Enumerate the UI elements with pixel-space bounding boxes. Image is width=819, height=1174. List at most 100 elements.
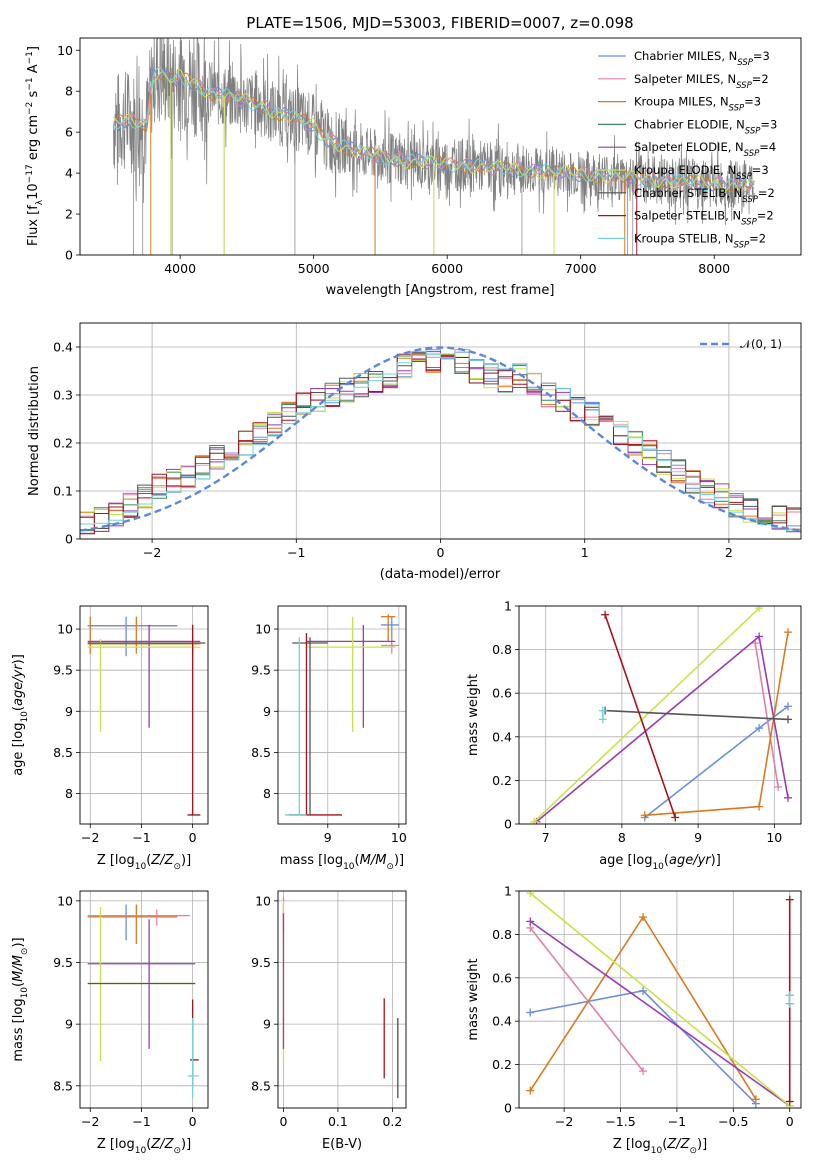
label-part: ⊙	[173, 862, 181, 872]
legend-text: Kroupa MILES, N	[634, 95, 729, 109]
x-tick-label: 7	[542, 830, 550, 845]
y-tick-label: 0	[504, 1101, 512, 1116]
y-tick-label: 9	[65, 1017, 73, 1032]
y-tick-label: 0.2	[53, 436, 73, 451]
y-tick-label: 8	[65, 84, 73, 99]
y-tick-label: 0	[65, 532, 73, 547]
x-tick-label: 0.1	[328, 1114, 348, 1129]
y-tick-label: 10	[255, 893, 271, 908]
y-tick-label: 9	[65, 704, 73, 719]
legend-subscript: SSP	[741, 218, 757, 228]
label-part: Flux [f	[26, 205, 41, 246]
legend-entry: Kroupa ELODIE, NSSP=3	[634, 163, 769, 182]
label-part: M/M	[11, 955, 26, 982]
axes-frame	[518, 890, 802, 1109]
legend-suffix: =3	[752, 163, 769, 177]
x-axis-label: Z [log10(Z/Z⊙)]	[613, 1137, 707, 1156]
x-tick-label: −2	[143, 545, 161, 560]
legend-text: Salpeter STELIB, N	[634, 209, 741, 223]
y-tick-label: 9	[263, 1017, 271, 1032]
legend-subscript: SSP	[744, 149, 760, 159]
legend-entry: Chabrier MILES, NSSP=3	[634, 49, 770, 68]
legend-subscript: SSP	[729, 104, 745, 114]
x-tick-label: 10	[766, 830, 782, 845]
y-tick-label: 8	[263, 786, 271, 801]
x-tick-label: 8	[618, 830, 626, 845]
y-tick-label: 10	[57, 893, 73, 908]
x-tick-label: 4000	[164, 261, 196, 276]
y-tick-label: 6	[65, 125, 73, 140]
histogram-kroupa_stelib	[80, 350, 801, 532]
x-tick-label: −2	[555, 1114, 573, 1129]
legend-suffix: =2	[752, 72, 769, 86]
y-axis-label: mass weight	[466, 674, 481, 756]
label-part: age/yr	[669, 853, 712, 868]
y-tick-label: 0.4	[492, 729, 512, 744]
plot-area	[285, 614, 399, 816]
legend-entry-gaussian: 𝒩(0, 1)	[740, 337, 782, 351]
y-tick-label: 8.5	[53, 1078, 73, 1093]
legend-entry: Salpeter STELIB, NSSP=2	[634, 209, 774, 228]
y-tick-label: 0	[65, 248, 73, 263]
figure-title: PLATE=1506, MJD=53003, FIBERID=0007, z=0…	[246, 14, 633, 32]
axes-frame	[79, 890, 209, 1109]
label-part: (data-model)/error	[380, 567, 501, 582]
axes-frame	[277, 890, 407, 1109]
label-part: )]	[711, 853, 721, 868]
axes-frame	[79, 322, 802, 540]
legend-entry: Salpeter MILES, NSSP=2	[634, 72, 769, 91]
weight-line-salpeter_miles	[754, 642, 779, 788]
label-part: (	[355, 853, 360, 868]
label-part: 10	[26, 183, 41, 200]
x-tick-label: 8000	[698, 261, 730, 276]
x-tick-label: 9	[694, 830, 702, 845]
x-tick-label: −1	[132, 1114, 150, 1129]
axes-frame	[277, 605, 407, 825]
legend-suffix: =3	[753, 49, 770, 63]
x-tick-label: 0.2	[382, 1114, 402, 1129]
x-tick-label: 0	[279, 1114, 287, 1129]
x-tick-label: −1	[668, 1114, 686, 1129]
y-tick-label: 0.3	[53, 388, 73, 403]
weight-line-kroupa_elodie	[529, 892, 791, 1107]
label-part: Normed distribution	[27, 366, 42, 496]
label-part: Z [log	[97, 853, 135, 868]
y-tick-label: 0.1	[53, 484, 73, 499]
legend-suffix: =3	[744, 95, 761, 109]
label-part: (	[11, 982, 26, 987]
weight-line-salpeter_miles	[529, 927, 644, 1072]
x-tick-label: −1	[287, 545, 305, 560]
x-tick-label: −1	[132, 830, 150, 845]
y-tick-label: 0.8	[492, 927, 512, 942]
y-tick-label: 0.2	[492, 1057, 512, 1072]
weight-line-kroupa_miles	[644, 632, 789, 817]
label-part: mass [log	[11, 998, 26, 1061]
label-part: 10	[651, 1146, 663, 1156]
y-tick-label: 8.5	[251, 1078, 271, 1093]
legend-subscript: SSP	[736, 81, 752, 91]
legend-text: Salpeter ELODIE, N	[634, 140, 744, 154]
label-part: 10	[20, 987, 30, 999]
label-part: erg cm	[26, 115, 41, 164]
label-part: ]	[26, 46, 41, 51]
x-tick-label: 9	[324, 830, 332, 845]
legend-suffix: =4	[759, 140, 776, 154]
y-tick-label: 0.8	[492, 642, 512, 657]
label-part: −2	[25, 102, 35, 115]
legend-suffix: =2	[758, 186, 775, 200]
plot-area	[87, 904, 199, 1099]
legend-text: Chabrier MILES, N	[634, 49, 737, 63]
panel-residuals: −2 −1 0 1 2 0 0.1 0.2 0.3 0.4 𝒩(0, 1) (data-model)/…	[27, 322, 802, 582]
weight-line-salpeter_elodie	[529, 920, 791, 1107]
label-part: mass [log	[280, 853, 343, 868]
label-part: age [log	[599, 853, 652, 868]
legend-entry: Kroupa STELIB, NSSP=2	[634, 231, 766, 250]
legend-text: Salpeter MILES, N	[634, 72, 736, 86]
label-part: )]	[11, 654, 26, 664]
gaussian-curve	[80, 346, 801, 532]
label-part: M/M	[360, 853, 387, 868]
x-axis-label: E(B-V)	[322, 1137, 362, 1152]
